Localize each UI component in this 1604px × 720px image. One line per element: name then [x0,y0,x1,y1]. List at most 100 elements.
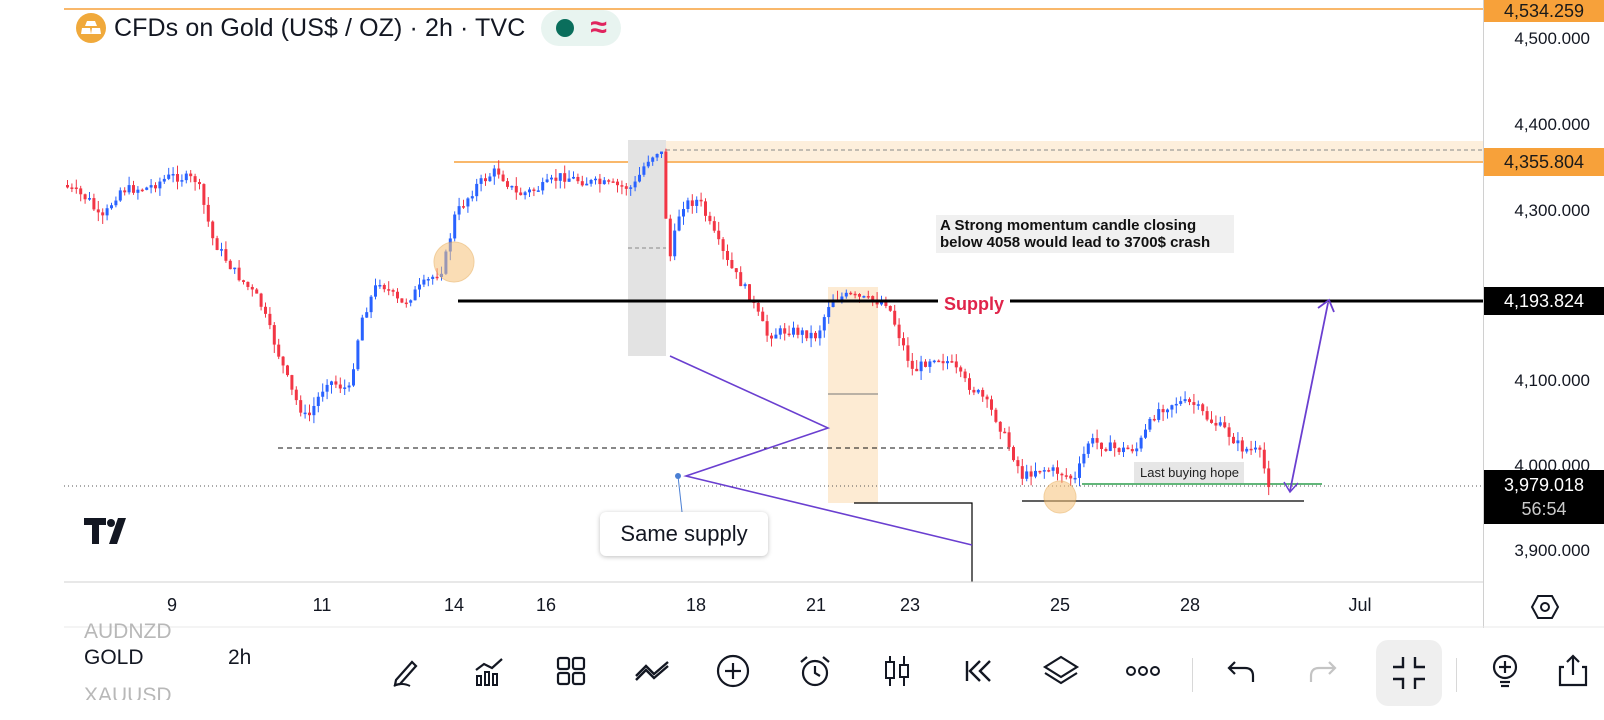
candle-body [79,188,83,195]
market-status-pill[interactable]: ≈ [541,10,622,46]
undo-button[interactable] [1212,642,1270,700]
candle-body [1100,442,1103,449]
candle-body [906,345,910,361]
candle-body [132,185,135,193]
candle-body [1007,432,1011,448]
same-supply-callout[interactable]: Same supply [600,512,768,556]
layers-button[interactable] [1032,642,1090,700]
supply-label[interactable]: Supply [938,292,1010,316]
candle-body [171,174,175,176]
candle-body [154,185,157,189]
candle-body [717,230,721,240]
candle-body [642,166,646,175]
candle-body [1117,448,1121,453]
candle-body [792,327,795,335]
redo-icon [1309,661,1337,682]
candle-body [96,209,100,213]
candle-body [74,187,78,190]
candle-body [1029,471,1033,477]
candle-body [145,187,149,190]
candle-body [774,334,778,339]
candle-body [655,153,659,158]
candle-body [1188,399,1191,403]
candle-body [1122,447,1125,453]
candle-body [1249,448,1253,451]
candle-body [303,412,307,415]
candle-body [893,310,897,325]
watchlist-symbol: GOLD [84,646,144,669]
candle-body [294,389,298,401]
candle-body [937,360,941,363]
candle-body [699,199,703,202]
publish-idea-button[interactable] [1476,642,1534,700]
drawings-button[interactable] [624,642,682,700]
candle-body [880,301,883,305]
candle-body [184,173,188,181]
candle-body [545,179,549,183]
candle-body [1236,440,1240,444]
candle-body [902,338,905,346]
candle-body [88,198,91,200]
momentum-note[interactable]: A Strong momentum candle closing below 4… [936,215,1234,253]
candle-body [1152,418,1156,421]
share-button[interactable] [1556,642,1604,700]
time-label-jul: Jul [1348,595,1371,615]
candle-body [822,317,826,331]
chart-type-button[interactable] [868,642,926,700]
watchlist-item[interactable]: AUDNZD 1h [84,620,172,640]
zone-price-badge: 4,355.804 [1484,148,1604,176]
indicators-button[interactable] [460,642,518,700]
replay-button[interactable] [950,642,1008,700]
candle-body [1139,437,1143,449]
more-button[interactable] [1114,642,1172,700]
watchlist-item[interactable]: XAUUSD 4h [84,684,172,700]
axis-settings-icon[interactable] [1530,592,1560,622]
chart-header[interactable]: CFDs on Gold (US$ / OZ) · 2h · TVC ≈ [76,8,622,48]
tradingview-logo-icon [84,518,136,549]
candle-body [189,173,193,177]
candle-body [778,328,782,335]
candle-body [365,312,369,318]
symbol-title[interactable]: CFDs on Gold (US$ / OZ) · 2h · TVC [114,13,526,42]
redo-button[interactable] [1294,642,1352,700]
candle-body [475,183,479,197]
last-price: 3,979.018 [1503,475,1585,495]
alert-button[interactable] [786,642,844,700]
watchlist-symbol: AUDNZD [84,620,172,640]
pen-tool-button[interactable] [378,642,436,700]
candle-body [250,286,254,290]
chart-canvas[interactable]: 4,500.000 4,400.000 4,300.000 4,100.000 … [0,0,1604,628]
candle-body [664,151,668,219]
candle-body [858,294,861,297]
highlight-circle-2 [1043,480,1077,514]
time-label-23: 23 [900,595,920,615]
candle-body [347,385,351,388]
candle-body [514,185,518,193]
time-label-14: 14 [444,595,464,615]
candle-body [378,284,382,287]
candle-body [510,185,514,188]
candle-body [127,185,131,193]
candle-body [866,296,870,298]
candle-body [242,280,245,282]
candle-body [1012,447,1015,461]
candle-body [316,396,320,406]
last-buying-hope-label[interactable]: Last buying hope [1134,462,1244,483]
layout-button[interactable] [542,642,600,700]
candle-body [206,204,210,222]
candle-body [66,185,69,188]
candle-body [70,187,74,189]
candle-body [272,325,276,345]
time-label-25: 25 [1050,595,1070,615]
candle-body [809,332,813,339]
add-button[interactable] [704,642,762,700]
candle-body [330,381,333,385]
fullscreen-toggle-button[interactable] [1376,640,1442,706]
candle-body [1218,422,1222,426]
highlight-circle-1 [433,241,475,283]
watchlist-item-active[interactable]: GOLD 2h [84,646,251,670]
candle-body [321,391,325,397]
price-label-4100: 4,100.000 [1514,371,1590,390]
undo-icon [1227,661,1255,682]
candle-body [422,279,426,285]
